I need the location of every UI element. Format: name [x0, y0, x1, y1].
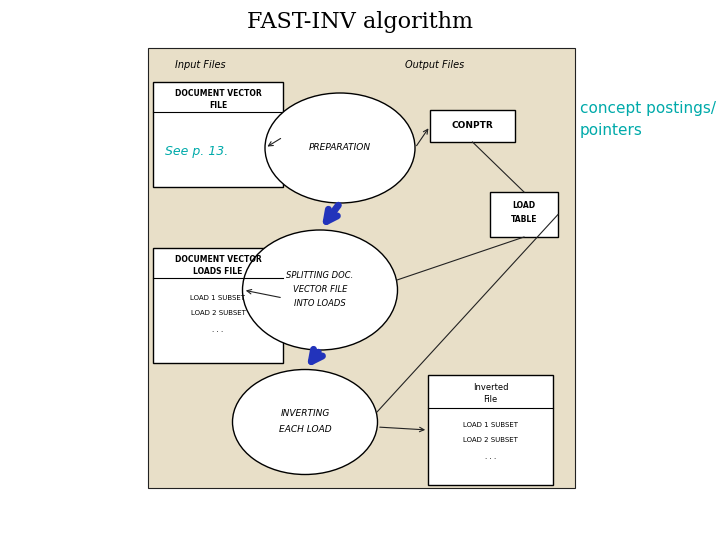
Text: LOAD: LOAD: [513, 201, 536, 211]
Text: See p. 13.: See p. 13.: [165, 145, 228, 159]
Text: TABLE: TABLE: [510, 215, 537, 225]
Ellipse shape: [243, 230, 397, 350]
Text: CONPTR: CONPTR: [451, 122, 493, 131]
Text: LOAD 2 SUBSET: LOAD 2 SUBSET: [463, 437, 518, 443]
Text: File: File: [483, 395, 498, 403]
Text: VECTOR FILE: VECTOR FILE: [293, 286, 347, 294]
Text: FILE: FILE: [209, 102, 227, 111]
FancyBboxPatch shape: [430, 110, 515, 142]
FancyBboxPatch shape: [153, 248, 283, 363]
Text: LOAD 1 SUBSET: LOAD 1 SUBSET: [191, 295, 246, 301]
Text: LOAD 2 SUBSET: LOAD 2 SUBSET: [191, 310, 246, 316]
Text: INTO LOADS: INTO LOADS: [294, 300, 346, 308]
Text: SPLITTING DOC.: SPLITTING DOC.: [287, 272, 354, 280]
Text: PREPARATION: PREPARATION: [309, 144, 371, 152]
Text: Input Files: Input Files: [175, 60, 225, 70]
Text: . . .: . . .: [485, 454, 496, 460]
FancyBboxPatch shape: [148, 48, 575, 488]
Text: Inverted: Inverted: [473, 382, 508, 392]
Text: DOCUMENT VECTOR: DOCUMENT VECTOR: [175, 90, 261, 98]
Text: pointers: pointers: [580, 123, 643, 138]
Text: FAST-INV algorithm: FAST-INV algorithm: [247, 11, 473, 33]
Text: . . .: . . .: [212, 327, 224, 333]
Text: LOADS FILE: LOADS FILE: [193, 267, 243, 275]
FancyBboxPatch shape: [153, 82, 283, 187]
FancyBboxPatch shape: [490, 192, 558, 237]
Ellipse shape: [233, 369, 377, 475]
Text: INVERTING: INVERTING: [280, 409, 330, 418]
FancyBboxPatch shape: [428, 375, 553, 485]
Text: LOAD 1 SUBSET: LOAD 1 SUBSET: [463, 422, 518, 428]
Text: Output Files: Output Files: [405, 60, 464, 70]
Ellipse shape: [265, 93, 415, 203]
Text: concept postings/: concept postings/: [580, 100, 716, 116]
Text: EACH LOAD: EACH LOAD: [279, 426, 331, 435]
Text: DOCUMENT VECTOR: DOCUMENT VECTOR: [175, 255, 261, 265]
